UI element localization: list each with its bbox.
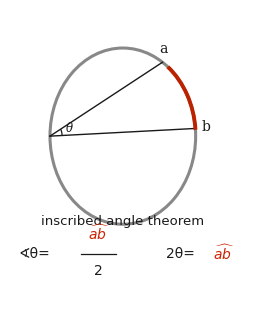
Text: $\widehat{ab}$: $\widehat{ab}$	[213, 244, 235, 263]
Text: ∢θ=: ∢θ=	[19, 247, 50, 261]
Text: θ: θ	[66, 122, 73, 135]
Text: a: a	[160, 42, 168, 56]
Text: 2: 2	[95, 264, 103, 278]
Text: inscribed angle theorem: inscribed angle theorem	[41, 215, 204, 228]
Text: b: b	[202, 120, 211, 134]
Text: 2θ=: 2θ=	[166, 247, 194, 261]
Text: $\widehat{ab}$: $\widehat{ab}$	[88, 224, 110, 244]
